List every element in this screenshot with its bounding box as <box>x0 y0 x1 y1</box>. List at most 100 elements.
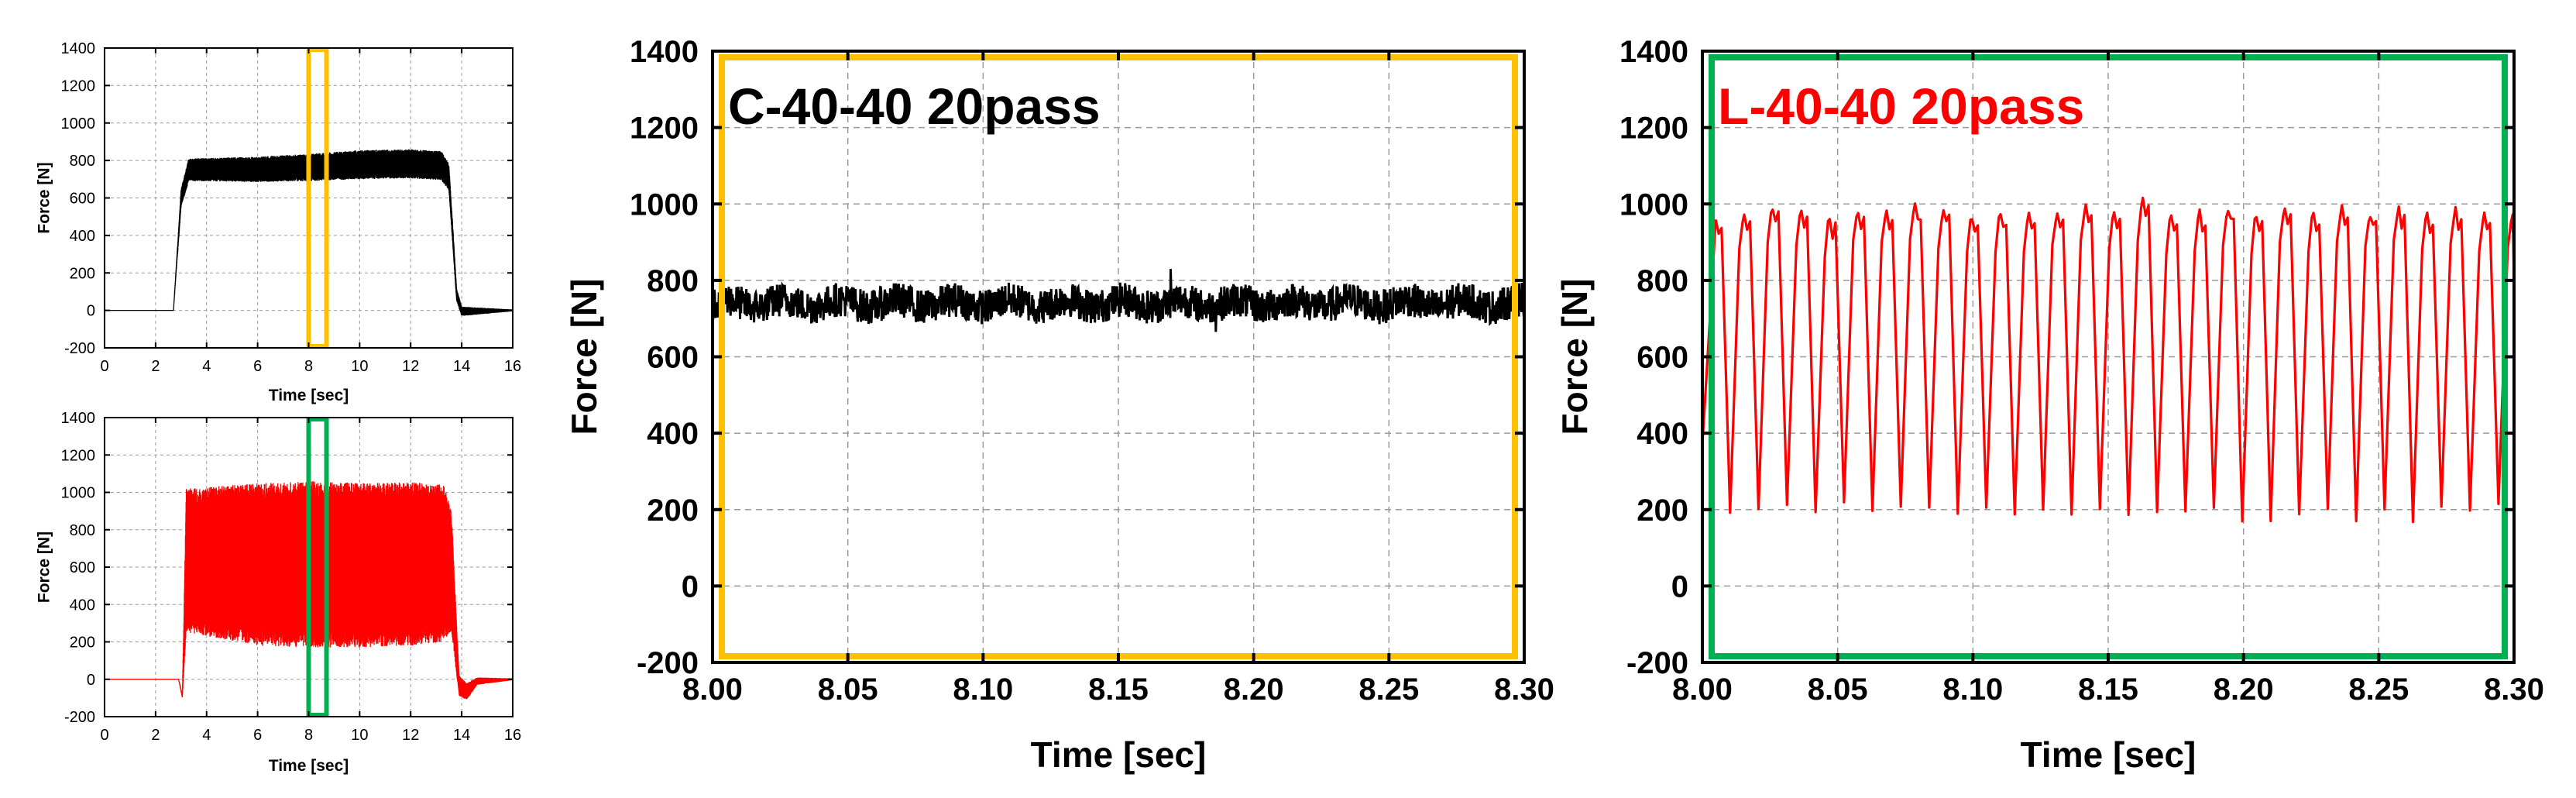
x-tick-label: 8.20 <box>1224 672 1284 707</box>
y-tick-label: 400 <box>1637 417 1688 451</box>
y-tick-label: 1400 <box>630 35 699 69</box>
y-tick-label: 1000 <box>1619 187 1688 222</box>
y-tick-label: 1200 <box>61 77 96 95</box>
data-series <box>711 269 1526 332</box>
x-tick-label: 14 <box>453 727 470 744</box>
x-axis-label: Time [sec] <box>1031 734 1207 775</box>
y-tick-label: 600 <box>70 191 95 208</box>
y-axis-label: Force [N] <box>564 279 604 435</box>
y-tick-label: 200 <box>1637 494 1688 528</box>
grid <box>1702 51 2514 662</box>
y-tick-label: 1000 <box>61 485 96 502</box>
x-tick-label: 8.00 <box>1672 672 1733 707</box>
x-tick-labels: 8.00 8.05 8.10 8.15 8.20 8.25 8.30 <box>682 672 1554 707</box>
x-tick-label: 6 <box>253 727 262 744</box>
highlight-rect <box>306 47 329 349</box>
x-tick-label: 8.20 <box>2214 672 2274 707</box>
tick-marks <box>104 417 513 717</box>
x-tick-label: 8.25 <box>1358 672 1419 707</box>
y-tick-label: 600 <box>647 341 699 375</box>
x-tick-label: 16 <box>504 358 521 375</box>
y-tick-label: 0 <box>87 303 95 320</box>
tick-marks <box>711 50 1526 664</box>
y-tick-label: 800 <box>70 522 95 539</box>
x-axis-label: Time [sec] <box>2021 734 2196 775</box>
x-tick-label: 0 <box>100 727 108 744</box>
small-bottom-chart: -200 0 200 400 600 800 1000 1200 1400 0 2 4 6 8 10 12 1… <box>36 410 522 775</box>
x-tick-label: 6 <box>253 358 262 375</box>
x-tick-label: 14 <box>453 358 470 375</box>
x-tick-label: 8.25 <box>2348 672 2409 707</box>
x-tick-label: 8 <box>304 358 313 375</box>
y-tick-label: 800 <box>647 264 699 298</box>
y-tick-labels: -200 0 200 400 600 800 1000 1200 1400 <box>61 410 96 726</box>
x-tick-label: 8.15 <box>1088 672 1149 707</box>
y-tick-label: 200 <box>70 635 95 652</box>
y-tick-label: -200 <box>1626 646 1688 680</box>
y-tick-label: 400 <box>647 417 699 451</box>
x-tick-label: 12 <box>402 727 419 744</box>
y-tick-labels: -200 0 200 400 600 800 1000 1200 1400 <box>1619 35 1688 680</box>
y-tick-label: 1000 <box>61 115 96 132</box>
x-tick-labels: 0 2 4 6 8 10 12 14 16 <box>100 358 521 375</box>
chart-title: C-40-40 20pass <box>728 77 1101 135</box>
x-tick-label: 8.05 <box>1808 672 1868 707</box>
x-tick-label: 8.10 <box>953 672 1013 707</box>
y-tick-label: 1200 <box>61 447 96 464</box>
y-tick-label: 400 <box>70 597 95 614</box>
y-tick-label: 1400 <box>61 410 96 427</box>
highlight-rect <box>306 417 329 717</box>
small-top-chart: -200 0 200 400 600 800 1000 1200 1400 0 2 4 6 8 10 12 1… <box>36 40 522 404</box>
y-tick-labels: -200 0 200 400 600 800 1000 1200 1400 <box>630 35 699 680</box>
x-tick-label: 0 <box>100 358 108 375</box>
x-tick-label: 8.10 <box>1942 672 2003 707</box>
tick-marks <box>104 47 513 349</box>
x-tick-label: 4 <box>202 727 211 744</box>
y-tick-label: 1200 <box>1619 112 1688 146</box>
y-axis-label: Force [N] <box>1554 279 1595 435</box>
series-line <box>711 269 1526 332</box>
y-tick-label: 1400 <box>1619 35 1688 69</box>
x-tick-label: 8.15 <box>2078 672 2138 707</box>
y-tick-label: 400 <box>70 228 95 245</box>
x-axis-label: Time [sec] <box>269 387 349 404</box>
x-tick-label: 10 <box>351 358 368 375</box>
y-tick-label: 0 <box>87 672 95 689</box>
y-tick-label: 800 <box>70 153 95 170</box>
x-tick-label: 16 <box>504 727 521 744</box>
x-tick-label: 10 <box>351 727 368 744</box>
x-tick-label: 2 <box>151 358 160 375</box>
tick-marks <box>1701 50 2516 664</box>
x-axis-label: Time [sec] <box>269 757 349 775</box>
highlight-box <box>306 47 329 349</box>
x-tick-label: 8.00 <box>682 672 743 707</box>
y-tick-label: -200 <box>637 646 699 680</box>
x-tick-label: 4 <box>202 358 211 375</box>
x-tick-label: 8 <box>304 727 313 744</box>
x-tick-label: 8.05 <box>818 672 878 707</box>
highlight-box <box>306 417 329 717</box>
series-line <box>1701 196 2516 524</box>
y-tick-label: 800 <box>1637 264 1688 298</box>
x-tick-label: 2 <box>151 727 160 744</box>
x-tick-label: 12 <box>402 358 419 375</box>
y-tick-label: 0 <box>1671 569 1688 604</box>
y-tick-label: 1400 <box>61 40 96 57</box>
y-tick-label: 0 <box>682 569 699 604</box>
y-tick-label: 600 <box>1637 341 1688 375</box>
y-tick-label: 200 <box>647 494 699 528</box>
grid <box>713 51 1524 662</box>
y-axis-label: Force [N] <box>36 162 53 233</box>
y-tick-label: -200 <box>64 709 95 726</box>
data-series <box>1701 196 2516 524</box>
x-tick-label: 8.30 <box>2484 672 2544 707</box>
y-axis-label: Force [N] <box>36 531 53 603</box>
x-tick-labels: 0 2 4 6 8 10 12 14 16 <box>100 727 521 744</box>
x-tick-label: 8.30 <box>1494 672 1554 707</box>
y-tick-label: 200 <box>70 265 95 282</box>
y-tick-label: -200 <box>64 340 95 357</box>
x-tick-labels: 8.00 8.05 8.10 8.15 8.20 8.25 8.30 <box>1672 672 2544 707</box>
